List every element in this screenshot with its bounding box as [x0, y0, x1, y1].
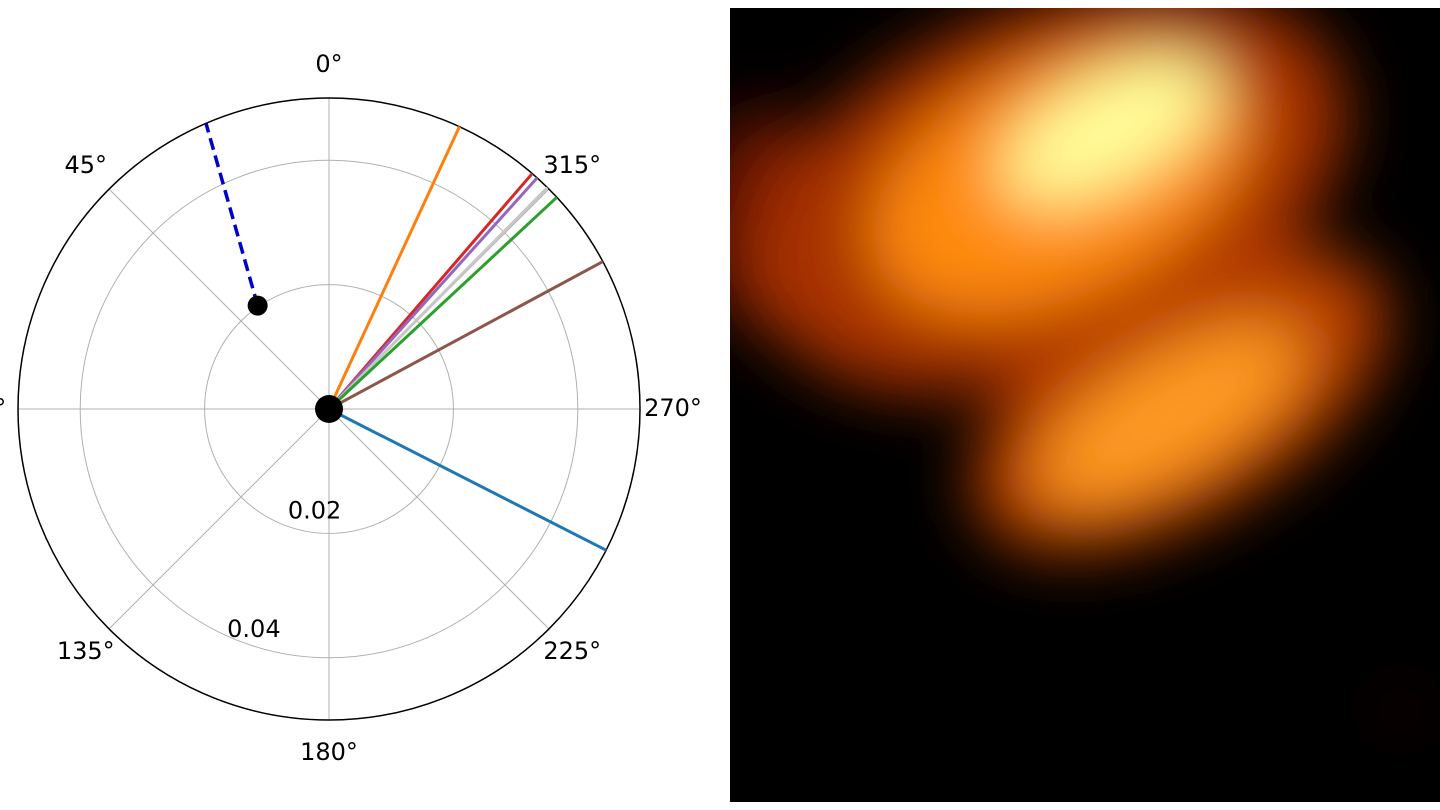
- radial-line: [327, 196, 558, 411]
- theta-tick-label: 225°: [543, 637, 601, 665]
- radial-line: [327, 126, 461, 410]
- theta-tick-label: 135°: [57, 637, 115, 665]
- r-grid-circle: [79, 159, 579, 659]
- theta-grid-line: [108, 408, 330, 630]
- theta-grid-line: [328, 408, 550, 630]
- radial-line: [328, 407, 607, 552]
- polar-frame: [17, 97, 641, 721]
- r-tick-label: 0.02: [288, 496, 341, 524]
- radial-line: [328, 260, 604, 411]
- theta-tick-label: 0°: [315, 50, 342, 78]
- theta-grid-line: [108, 188, 330, 410]
- theta-tick-label: 270°: [644, 394, 702, 422]
- theta-tick-label: 90°: [0, 394, 6, 422]
- radial-line: [204, 122, 260, 307]
- radial-line: [327, 176, 539, 411]
- point: [247, 295, 268, 316]
- r-grid-circle: [204, 284, 454, 534]
- theta-tick-label: 315°: [543, 151, 601, 179]
- theta-tick-label: 180°: [300, 738, 358, 766]
- heatmap-image: [730, 8, 1440, 802]
- radial-line: [327, 186, 549, 411]
- theta-tick-label: 45°: [64, 151, 107, 179]
- point: [315, 395, 343, 423]
- r-tick-label: 0.04: [227, 615, 280, 643]
- polar-plot: 0° 45° 90° 135° 180° 225° 270° 315° 0.02 0.04: [0, 50, 702, 766]
